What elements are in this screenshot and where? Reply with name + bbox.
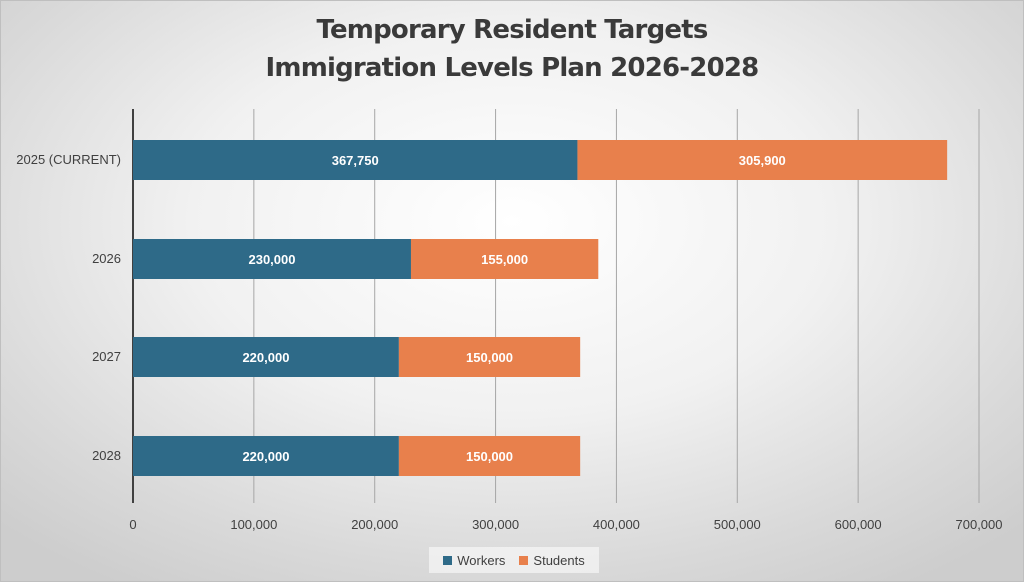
legend-swatch-students [519, 555, 529, 565]
chart-title-line-2: Immigration Levels Plan 2026-2028 [265, 53, 760, 83]
bar-students [398, 337, 581, 377]
legend-item-workers: Workers [443, 553, 505, 568]
y-tick-label: 2026 [92, 251, 121, 266]
data-label: 150,000 [466, 350, 513, 365]
y-tick-label: 2028 [92, 448, 121, 463]
legend-label-students: Students [533, 552, 585, 568]
data-label: 220,000 [242, 449, 289, 464]
bar-students [577, 140, 948, 180]
data-label: 155,000 [481, 252, 528, 267]
bar-workers [133, 140, 578, 180]
bar-students [410, 239, 599, 279]
chart-title-line-1: Temporary Resident Targets [316, 15, 708, 45]
bar-workers [133, 239, 411, 279]
bar-students [398, 436, 581, 476]
x-tick-label: 100,000 [230, 517, 277, 532]
y-tick-label: 2025 (CURRENT) [16, 152, 121, 167]
data-label: 150,000 [466, 449, 513, 464]
data-label: 220,000 [242, 350, 289, 365]
data-label: 305,900 [739, 153, 786, 168]
x-tick-label: 700,000 [956, 517, 1003, 532]
legend-item-students: Students [519, 552, 585, 568]
x-tick-label: 500,000 [714, 517, 761, 532]
x-tick-label: 200,000 [351, 517, 398, 532]
legend-label-workers: Workers [457, 552, 506, 568]
x-tick-label: 400,000 [593, 517, 640, 532]
bar-workers [133, 337, 399, 377]
data-label: 367,750 [332, 153, 379, 168]
data-label: 230,000 [248, 252, 295, 267]
legend-swatch-workers [443, 555, 453, 565]
x-tick-label: 300,000 [472, 517, 519, 532]
y-tick-label: 2027 [92, 349, 121, 364]
bar-workers [133, 436, 399, 476]
x-tick-label: 0 [129, 517, 136, 532]
legend: Workers Students [429, 547, 599, 573]
x-tick-label: 600,000 [835, 517, 882, 532]
